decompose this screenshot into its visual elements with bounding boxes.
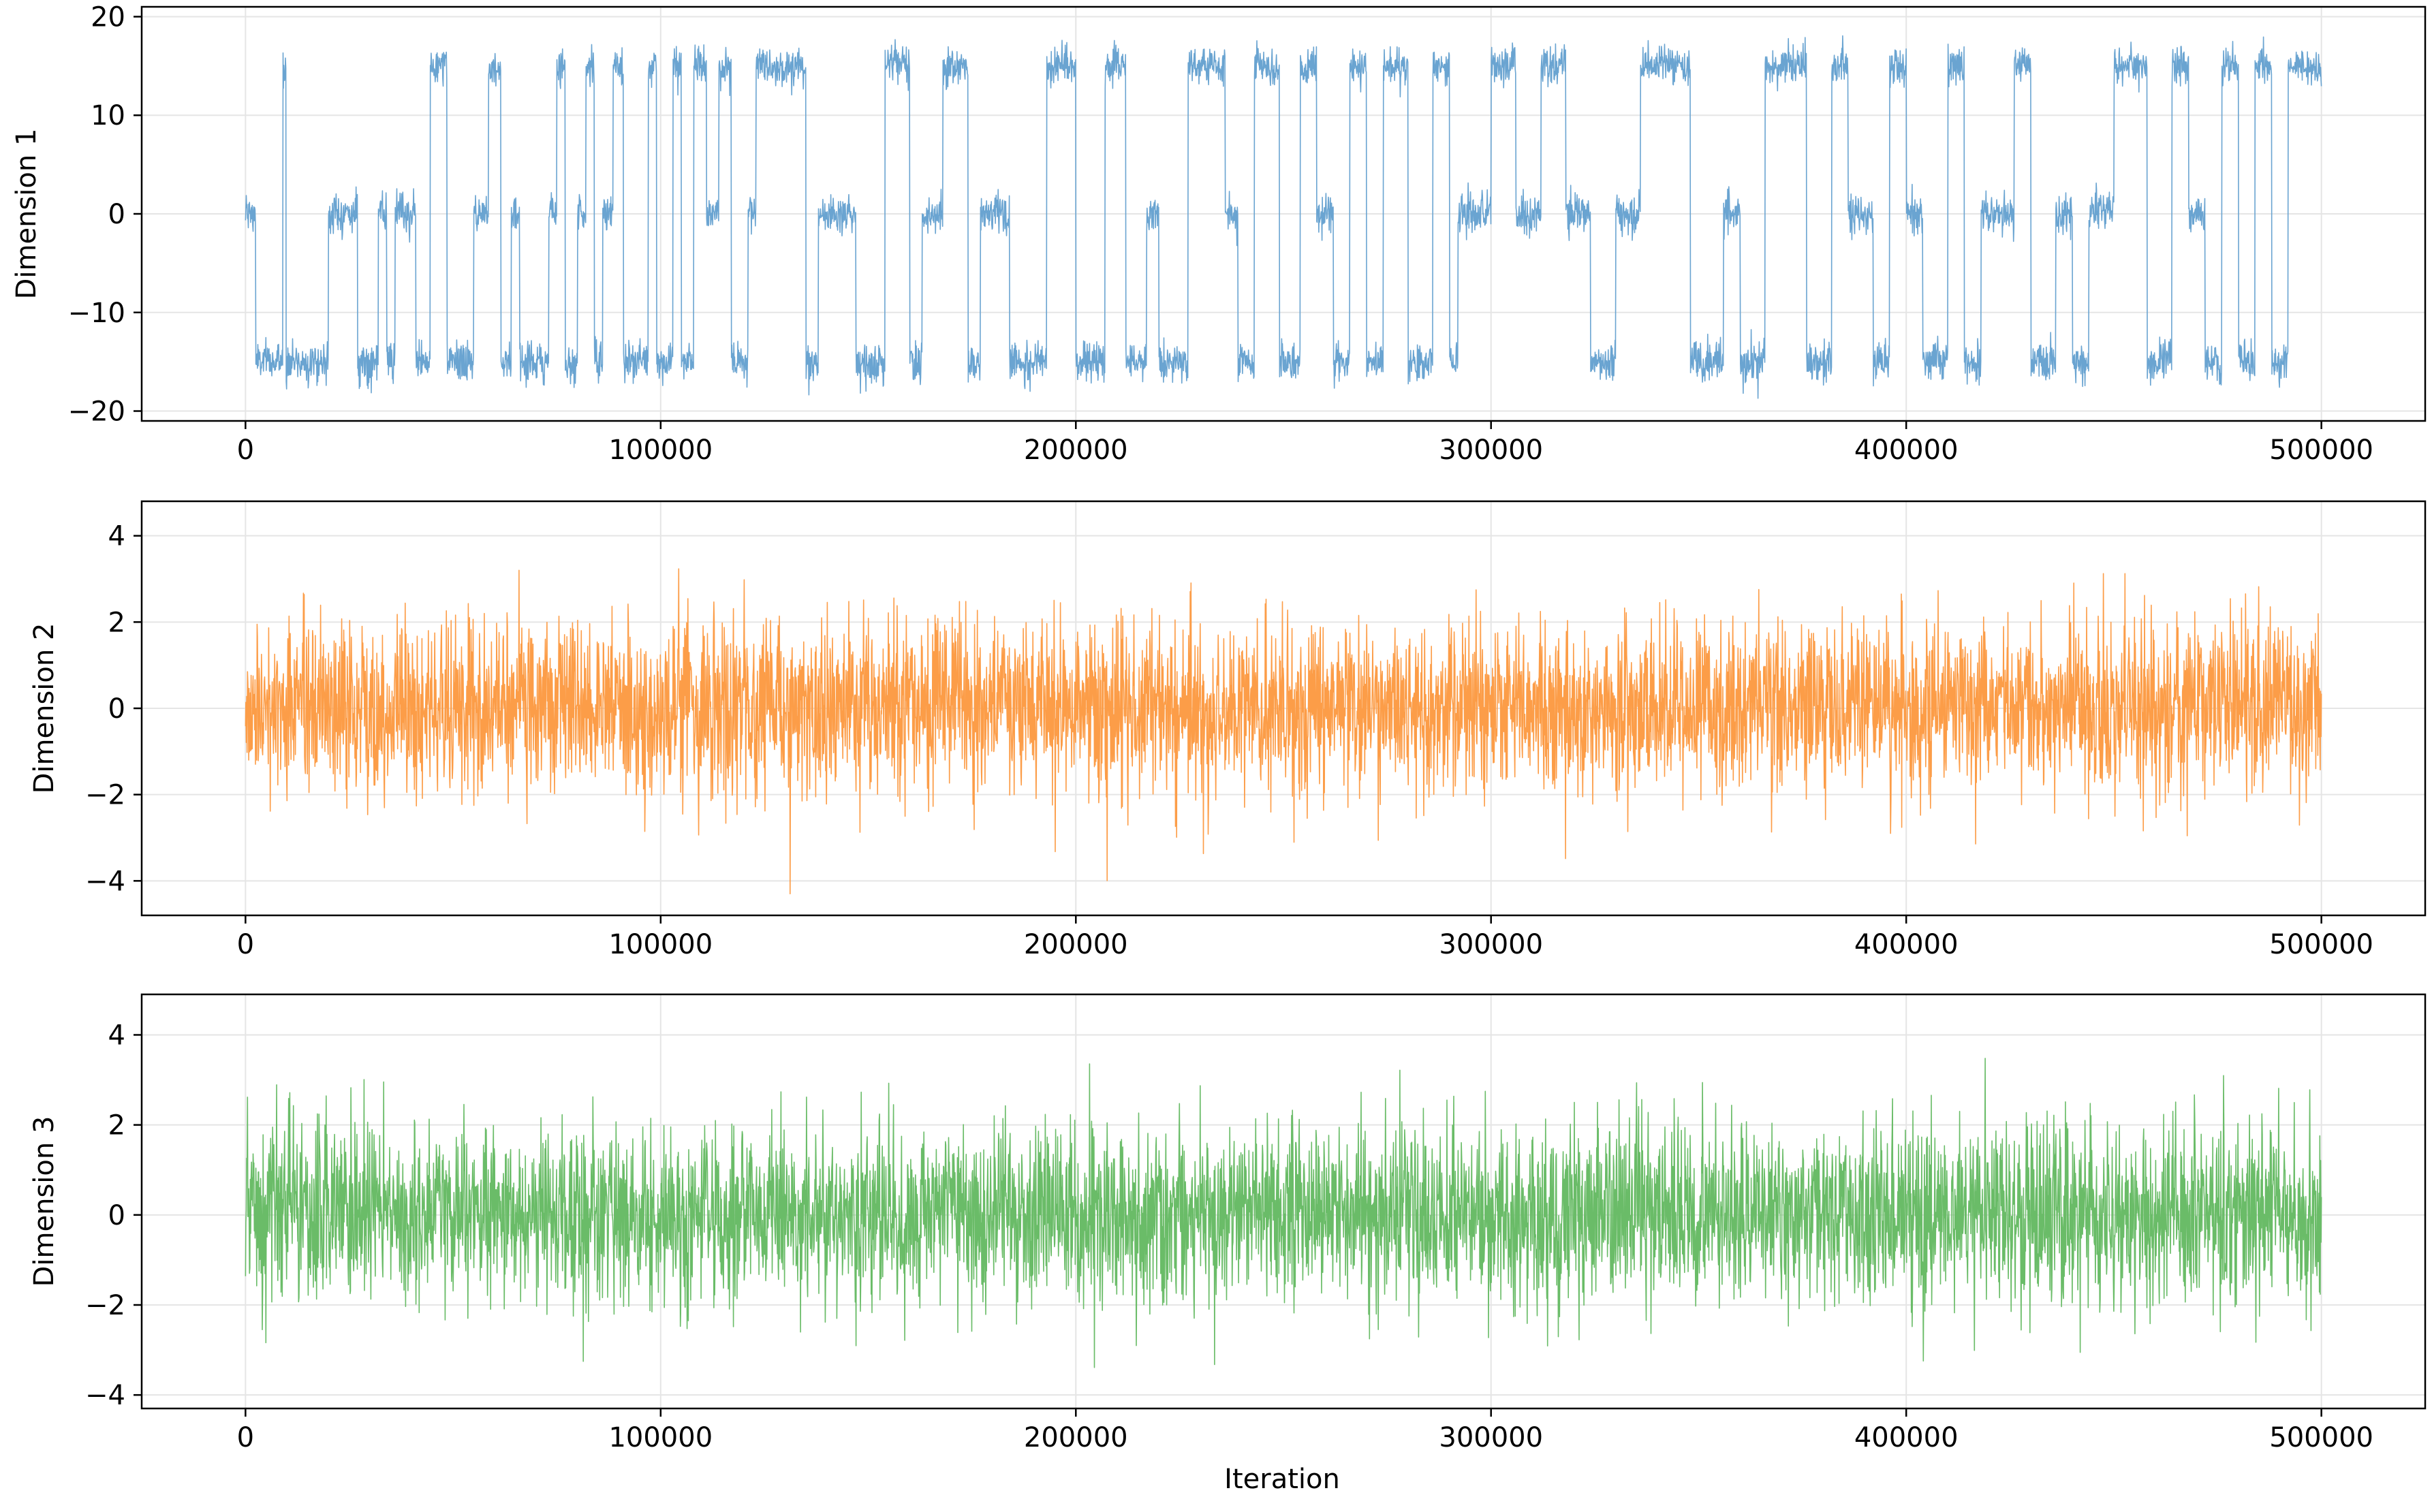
- x-tick-label: 400000: [1854, 435, 1959, 466]
- trace-line-dimension-2: [245, 568, 2322, 895]
- x-tick-label: 100000: [608, 435, 713, 466]
- x-tick-label: 500000: [2269, 1422, 2373, 1453]
- x-tick-label: 500000: [2269, 435, 2373, 466]
- x-tick-label: 300000: [1439, 929, 1543, 960]
- x-tick-label: 200000: [1024, 1422, 1128, 1453]
- y-tick-label: 4: [108, 521, 125, 552]
- x-tick-label: 300000: [1439, 1422, 1543, 1453]
- trace-line-dimension-3: [245, 1058, 2322, 1368]
- x-tick-label: 200000: [1024, 929, 1128, 960]
- y-tick-label: 0: [108, 693, 125, 725]
- y-tick-label: −10: [68, 298, 125, 329]
- x-tick-label: 0: [237, 929, 254, 960]
- trace-line-dimension-1: [245, 35, 2322, 399]
- axes-frame: [140, 993, 2427, 1410]
- y-axis-label: Dimension 3: [29, 1116, 60, 1287]
- y-tick-label: 4: [108, 1020, 125, 1051]
- x-tick-label: 300000: [1439, 435, 1543, 466]
- y-tick-label: −4: [85, 1380, 125, 1411]
- x-tick-label: 0: [237, 435, 254, 466]
- x-tick-label: 500000: [2269, 929, 2373, 960]
- y-tick-label: 0: [108, 199, 125, 230]
- y-axis-label: Dimension 1: [11, 129, 42, 300]
- subplot-3: 0 100000 200000 300000 400000 500000 −4 −2 0 2 4 Di…: [29, 993, 2427, 1453]
- subplot-1: 0 100000 200000 300000 400000 500000 −20 −10 0 10…: [11, 1, 2427, 466]
- x-tick-label: 400000: [1854, 929, 1959, 960]
- subplot-panels: 0 100000 200000 300000 400000 500000−20−10010…: [11, 1, 2427, 1453]
- x-tick-label: 100000: [608, 929, 713, 960]
- x-tick-label: 400000: [1854, 1422, 1959, 1453]
- y-tick-label: 20: [91, 1, 125, 33]
- x-axis-label: Iteration: [1224, 1464, 1340, 1495]
- y-tick-label: −20: [68, 396, 125, 428]
- x-tick-label: 200000: [1024, 435, 1128, 466]
- y-tick-label: 2: [108, 1110, 125, 1141]
- subplot-2: 0 100000 200000 300000 400000 500000 −4 −2 0 2 4 Di…: [29, 500, 2427, 960]
- y-axis-label: Dimension 2: [29, 623, 60, 794]
- x-tick-label: 0: [237, 1422, 254, 1453]
- y-tick-label: 2: [108, 607, 125, 638]
- x-tick-label: 100000: [608, 1422, 713, 1453]
- y-tick-label: 0: [108, 1200, 125, 1231]
- y-tick-label: −2: [85, 1290, 125, 1321]
- y-tick-label: −2: [85, 780, 125, 811]
- y-tick-label: 10: [91, 100, 125, 131]
- y-tick-label: −4: [85, 866, 125, 897]
